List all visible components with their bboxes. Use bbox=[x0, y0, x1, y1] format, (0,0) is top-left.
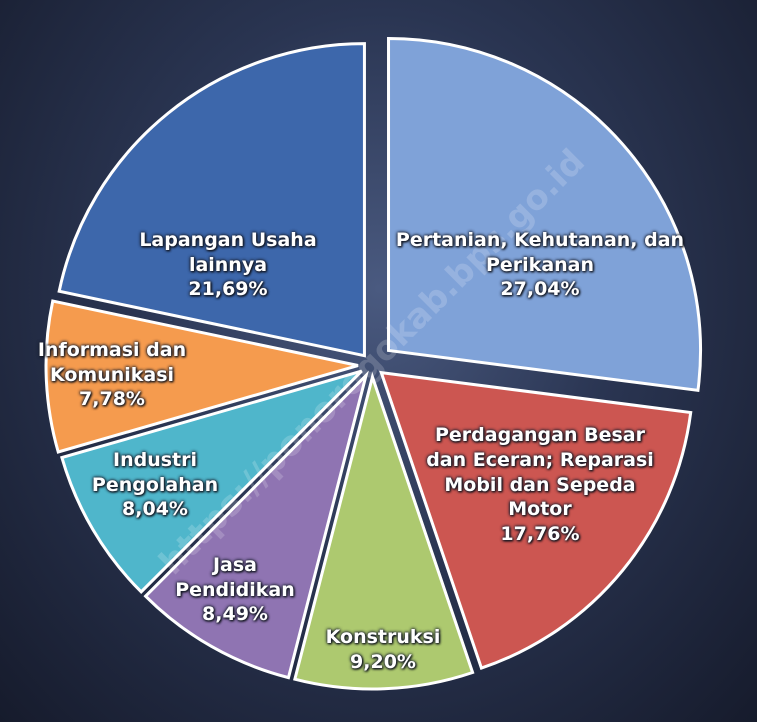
value-label: 21,69% bbox=[188, 278, 268, 301]
pie-slice bbox=[293, 371, 475, 691]
category-label: Konstruksi bbox=[325, 626, 441, 649]
label-box: Konstruksi 9,20% bbox=[303, 570, 463, 722]
label-box: Pertanian, Kehutanan, dan Perikanan 27,04… bbox=[390, 185, 690, 345]
pie-slice bbox=[143, 370, 369, 680]
value-label: 7,78% bbox=[79, 388, 145, 411]
label-box: Perdagangan Besar dan Eceran; Reparasi M… bbox=[415, 405, 665, 565]
category-label: Informasi dan Komunikasi bbox=[37, 338, 187, 386]
slice-label: Pertanian, Kehutanan, dan Perikanan27,04… bbox=[390, 185, 690, 345]
label-box: Informasi dan Komunikasi 7,78% bbox=[7, 295, 217, 455]
category-label: Jasa Pendidikan bbox=[175, 553, 295, 601]
category-label: Industri Pengolahan bbox=[91, 448, 219, 496]
label-box: Lapangan Usaha lainnya 21,69% bbox=[103, 185, 353, 345]
pie-slice bbox=[60, 369, 363, 594]
pie-slice bbox=[379, 370, 693, 670]
value-label: 8,49% bbox=[202, 603, 268, 626]
value-label: 17,76% bbox=[500, 523, 580, 546]
label-box: Jasa Pendidikan 8,49% bbox=[155, 510, 315, 670]
category-label: Perdagangan Besar dan Eceran; Reparasi M… bbox=[426, 424, 654, 521]
category-label: Lapangan Usaha lainnya bbox=[139, 228, 317, 276]
category-label: Pertanian, Kehutanan, dan Perikanan bbox=[395, 228, 685, 276]
pie-slice bbox=[57, 42, 366, 358]
value-label: 9,20% bbox=[350, 651, 416, 673]
pie-slice bbox=[44, 299, 359, 454]
label-box: Industri Pengolahan 8,04% bbox=[75, 405, 235, 565]
value-label: 27,04% bbox=[500, 278, 580, 301]
value-label: 8,04% bbox=[122, 498, 188, 521]
pie-slice bbox=[387, 36, 703, 393]
slice-label: Perdagangan Besar dan Eceran; Reparasi M… bbox=[415, 405, 665, 565]
